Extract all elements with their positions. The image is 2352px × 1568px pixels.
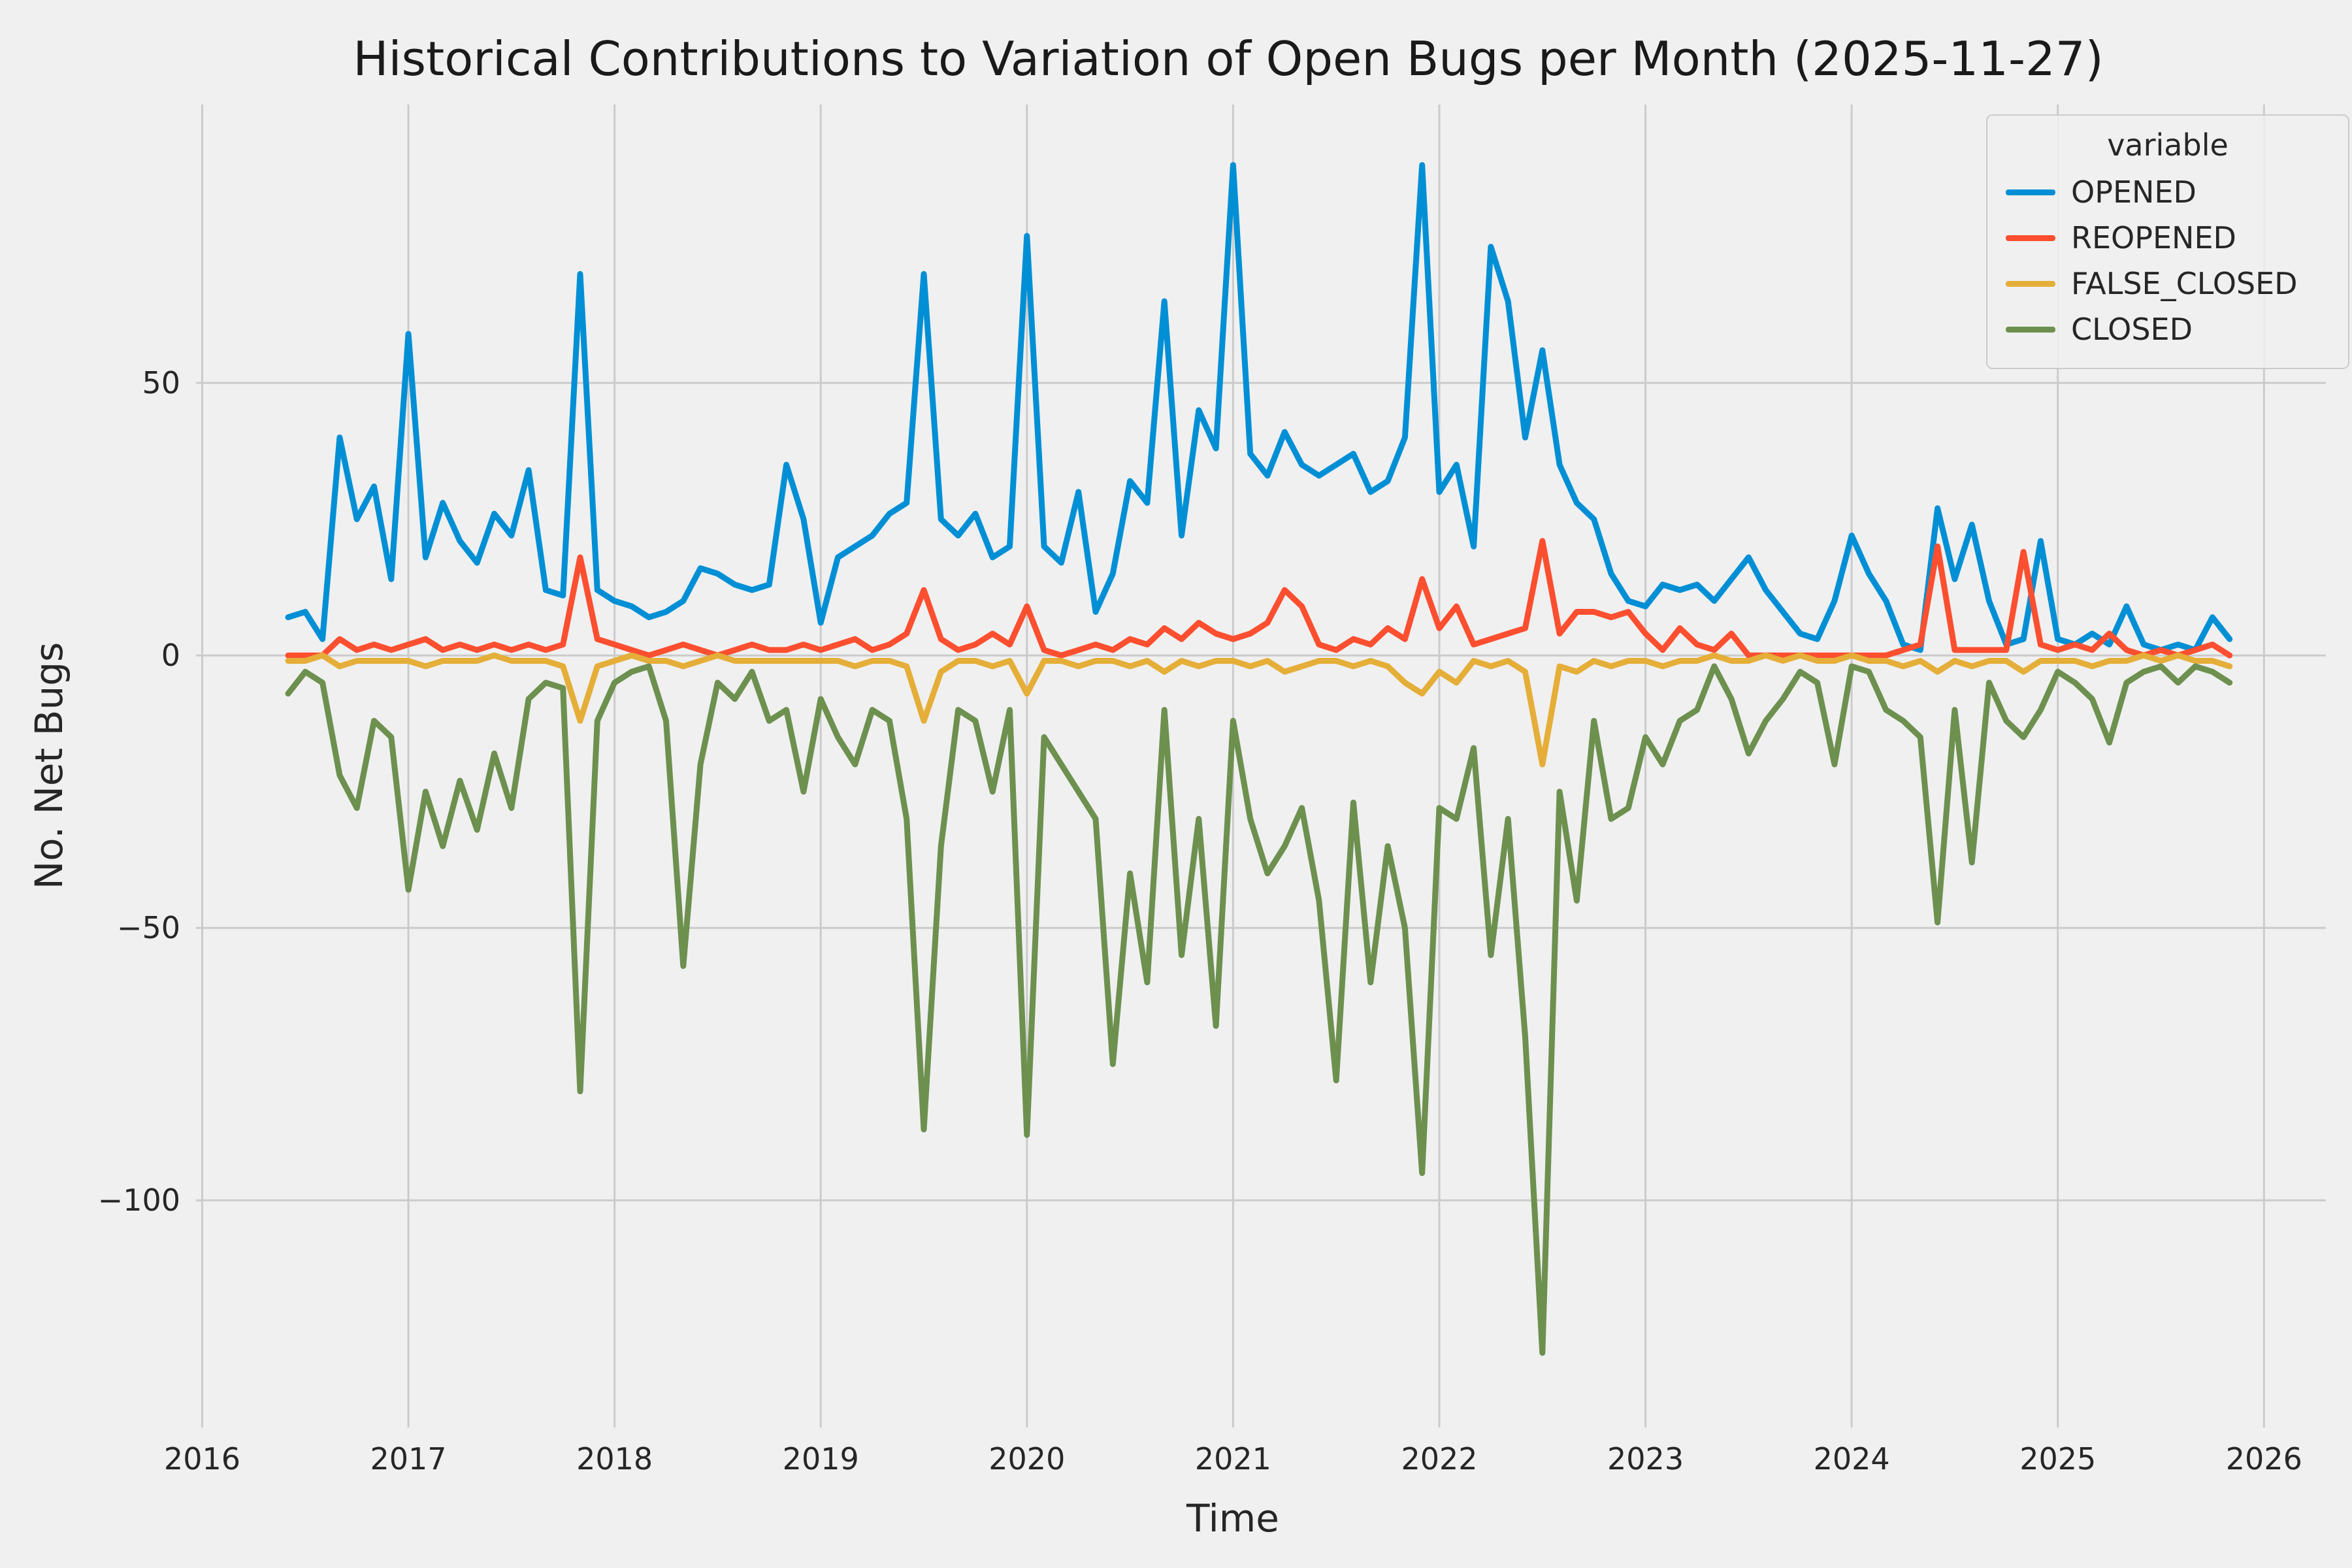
legend-label-closed: CLOSED [2071,312,2193,347]
legend-line-swatch-reopened [2006,235,2055,241]
y-tick-label: 0 [161,638,180,673]
legend-item-reopened: REOPENED [2006,215,2330,261]
chart-title: Historical Contributions to Variation of… [353,31,2104,86]
legend-item-closed: CLOSED [2006,306,2330,352]
legend-entries: OPENED REOPENED FALSE_CLOSED CLOSED [2006,169,2330,352]
legend-line-swatch-opened [2006,189,2055,195]
y-tick-label: −50 [117,910,180,945]
x-tick-label: 2019 [783,1441,859,1477]
x-tick-label: 2021 [1195,1441,1271,1477]
y-axis-label: No. Net Bugs [27,642,71,890]
series-line-false_closed [285,652,2233,768]
series-line-opened [285,162,2233,653]
x-tick-label: 2022 [1401,1441,1477,1477]
legend-title: variable [2107,127,2229,163]
series-line-reopened [285,538,2233,659]
legend-item-opened: OPENED [2006,169,2330,215]
y-tick-label: 50 [142,365,180,400]
x-tick-label: 2017 [370,1441,447,1477]
x-tick-label: 2020 [988,1441,1065,1477]
legend-label-opened: OPENED [2071,174,2197,210]
x-tick-label: 2023 [1607,1441,1684,1477]
x-tick-label: 2016 [164,1441,240,1477]
series-line-closed [285,663,2233,1356]
legend-line-swatch-false_closed [2006,280,2055,287]
legend-line-swatch-closed [2006,326,2055,333]
legend-label-reopened: REOPENED [2071,220,2236,255]
x-tick-label: 2025 [2019,1441,2096,1477]
x-tick-label: 2018 [576,1441,653,1477]
x-axis-label: Time [1186,1496,1279,1541]
legend: variable OPENED REOPENED FALSE_CLOSED CLOSE… [1986,114,2349,369]
x-tick-label: 2024 [1814,1441,1890,1477]
y-tick-label: −100 [98,1183,180,1218]
legend-item-false_closed: FALSE_CLOSED [2006,261,2330,306]
x-tick-label: 2026 [2226,1441,2302,1477]
legend-label-false_closed: FALSE_CLOSED [2071,266,2298,301]
